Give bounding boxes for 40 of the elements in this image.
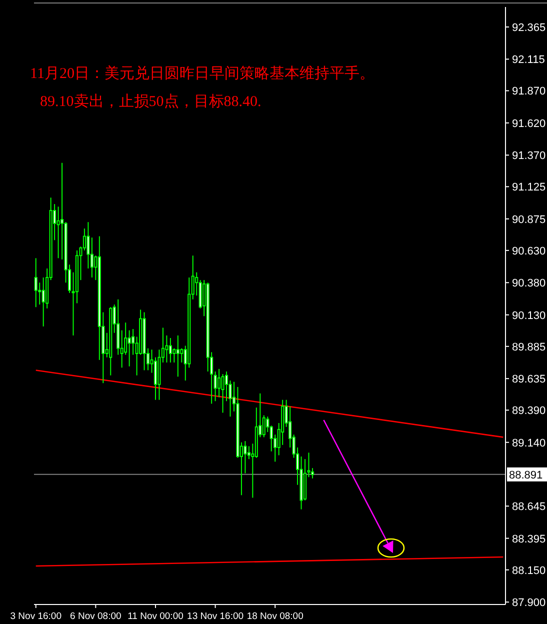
candlestick (172, 348, 176, 363)
candlestick (42, 276, 45, 327)
candlestick (86, 222, 90, 269)
y-tick-label: 88.395 (512, 533, 546, 546)
x-tick-label: 18 Nov 08:00 (246, 611, 304, 622)
candlestick (214, 371, 217, 402)
candlestick (34, 258, 38, 308)
y-tick-label: 90.130 (512, 310, 546, 322)
y-tick-label: 89.390 (512, 405, 546, 418)
x-tick-label: 13 Nov 16:00 (187, 611, 244, 622)
y-tick-label: 90.630 (512, 245, 546, 258)
candlestick (128, 330, 131, 367)
candlestick (218, 368, 221, 398)
y-tick-label: 91.370 (512, 150, 546, 162)
candlestick (262, 414, 266, 438)
y-tick-label: 89.635 (512, 374, 546, 386)
y-tick-label: 91.125 (512, 182, 546, 194)
annotation: 11月20日：美元兑日圆昨日早间策略基本维持平手。 (30, 65, 374, 82)
y-tick-label: 92.365 (512, 22, 546, 34)
y-tick-label: 91.870 (512, 86, 546, 98)
candlestick (168, 338, 172, 363)
candlestick (90, 237, 94, 278)
y-tick-label: 90.875 (512, 214, 546, 226)
y-tick-label: 87.900 (512, 597, 546, 610)
candlestick (180, 348, 184, 363)
ref-line-label: 88.891 (509, 469, 543, 482)
y-tick-label: 92.115 (512, 54, 545, 66)
y-tick-label: 90.380 (512, 278, 546, 290)
y-tick-label: 91.620 (512, 118, 546, 130)
x-tick-label: 6 Nov 08:00 (70, 611, 122, 622)
x-tick-label: 11 Nov 00:00 (128, 611, 184, 622)
annotation: 89.10卖出，止损50点，目标88.40. (40, 93, 262, 110)
x-tick-label: 3 Nov 16:00 (10, 611, 62, 622)
candlestick (176, 334, 180, 378)
candlestick (244, 440, 247, 474)
ref-label: 88.891 (507, 467, 547, 482)
y-tick-label: 89.140 (512, 437, 546, 450)
y-tick-label: 88.150 (512, 564, 546, 577)
y-tick-label: 89.885 (512, 341, 546, 354)
y-tick-label: 88.645 (512, 501, 546, 514)
